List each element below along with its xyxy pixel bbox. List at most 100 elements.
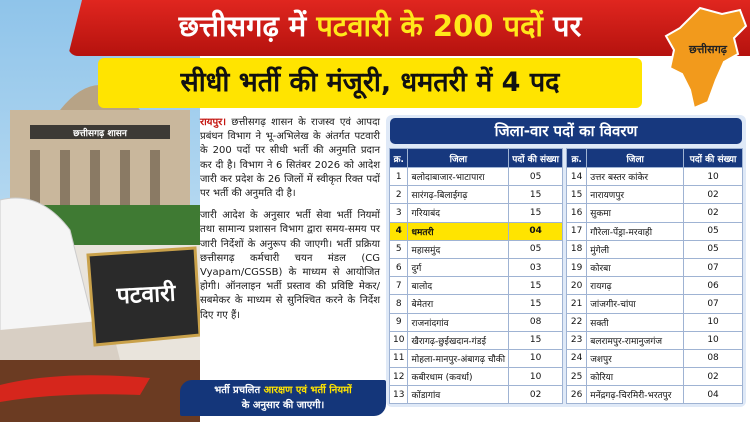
table-row: 6 दुर्ग 03: [388, 257, 563, 278]
district-cell: दुर्ग: [407, 257, 510, 278]
posts-cell: 15: [508, 276, 563, 296]
posts-cell: 15: [508, 294, 563, 314]
table-row: 14 उत्तर बस्तर कांकेर 10: [565, 166, 743, 187]
nameplate: पटवारी: [116, 280, 177, 310]
serial-cell: 5: [388, 239, 409, 259]
district-cell: मनेंद्रगढ़-चिरमिरी-भरतपुर: [586, 385, 685, 405]
state-map: [664, 6, 748, 110]
district-table: क्र. जिला पदों की संख्या 1 बलोदाबाजार-भाटापा…: [388, 148, 563, 405]
table-title: जिला-वार पदों का विवरण: [390, 118, 742, 144]
serial-cell: 16: [565, 203, 588, 223]
table-row: 25 कोरिया 02: [565, 367, 743, 387]
note-part: भर्ती प्रचलित: [214, 385, 261, 396]
table-row: 11 मोहला-मानपुर-अंबागढ़ चौकी 10: [388, 348, 563, 369]
headline-part: छत्तीसगढ़ में: [178, 9, 307, 43]
district-cell: जशपुर: [586, 348, 685, 369]
district-cell: सुकमा: [586, 203, 685, 223]
column-header: जिला: [407, 148, 510, 168]
posts-cell: 04: [683, 385, 743, 405]
serial-cell: 2: [388, 185, 409, 205]
serial-cell: 6: [388, 257, 409, 278]
serial-cell: 26: [565, 385, 588, 405]
column-header: पदों की संख्या: [683, 148, 743, 168]
serial-cell: 8: [388, 294, 409, 314]
district-table: क्र. जिला पदों की संख्या 14 उत्तर बस्तर कांक…: [565, 148, 743, 405]
table-row: 17 गौरेला-पेंड्रा-मरवाही 05: [565, 221, 743, 241]
posts-cell: 05: [683, 239, 743, 259]
table-head: क्र. जिला पदों की संख्या: [388, 148, 563, 168]
paragraph-text: जारी आदेश के अनुसार भर्ती सेवा भर्ती निय…: [200, 210, 380, 321]
posts-cell: 05: [508, 239, 563, 259]
district-cell: सारंगढ़-बिलाईगढ़: [407, 185, 510, 205]
note-part: के अनुसार की जाएगी।: [241, 400, 325, 411]
serial-cell: 4: [388, 221, 409, 241]
table-row: 20 रायगढ़ 06: [565, 276, 743, 296]
posts-cell: 08: [683, 348, 743, 369]
table-row: 18 मुंगेली 05: [565, 239, 743, 259]
posts-cell: 06: [683, 276, 743, 296]
serial-cell: 20: [565, 276, 588, 296]
map-label: छत्तीसगढ़: [689, 43, 727, 56]
table-row: 23 बलरामपुर-रामानुजगंज 10: [565, 330, 743, 350]
article: रायपुर। छत्तीसगढ़ शासन के राजस्व एवं आपद…: [200, 116, 380, 331]
table-body: 1 बलोदाबाजार-भाटापारा 05 2 सारंगढ़-बिलाईगढ़ 1…: [388, 166, 563, 405]
district-cell: कोंडागांव: [407, 385, 510, 405]
serial-cell: 18: [565, 239, 588, 259]
serial-cell: 24: [565, 348, 588, 369]
district-cell: नारायणपुर: [586, 185, 685, 205]
serial-cell: 3: [388, 203, 409, 223]
district-cell: मुंगेली: [586, 239, 685, 259]
posts-cell: 03: [508, 257, 563, 278]
serial-cell: 25: [565, 367, 588, 387]
serial-cell: 23: [565, 330, 588, 350]
paragraph: जारी आदेश के अनुसार भर्ती सेवा भर्ती निय…: [200, 209, 380, 323]
district-cell: बलरामपुर-रामानुजगंज: [586, 330, 685, 350]
dateline: रायपुर।: [200, 117, 227, 128]
serial-cell: 11: [388, 348, 409, 369]
serial-cell: 19: [565, 257, 588, 278]
serial-cell: 15: [565, 185, 588, 205]
paragraph: रायपुर। छत्तीसगढ़ शासन के राजस्व एवं आपद…: [200, 116, 380, 201]
table-body: 14 उत्तर बस्तर कांकेर 10 15 नारायणपुर 02 16 सुक…: [565, 166, 743, 405]
table-row: 19 कोरबा 07: [565, 257, 743, 278]
district-cell: महासमुंद: [407, 239, 510, 259]
posts-cell: 02: [683, 185, 743, 205]
district-cell: गरियाबंद: [407, 203, 510, 223]
headline-highlight: पटवारी के 200 पदों: [316, 9, 543, 43]
table-row: 24 जशपुर 08: [565, 348, 743, 369]
serial-cell: 9: [388, 312, 409, 332]
district-cell: जांजगीर-चांपा: [586, 294, 685, 314]
posts-cell: 10: [683, 330, 743, 350]
paragraph-text: छत्तीसगढ़ शासन के राजस्व एवं आपदा प्रबंध…: [200, 117, 380, 200]
note-banner: भर्ती प्रचलित आरक्षण एवं भर्ती नियमों के …: [180, 380, 386, 416]
serial-cell: 14: [565, 166, 588, 187]
serial-cell: 7: [388, 276, 409, 296]
table-row: 3 गरियाबंद 15: [388, 203, 563, 223]
table-row: 15 नारायणपुर 02: [565, 185, 743, 205]
table-row: 4 धमतरी 04: [388, 221, 563, 241]
posts-cell: 02: [683, 203, 743, 223]
table-row: 16 सुकमा 02: [565, 203, 743, 223]
table-row: 1 बलोदाबाजार-भाटापारा 05: [388, 166, 563, 187]
table-row: 21 जांजगीर-चांपा 07: [565, 294, 743, 314]
district-cell: कबीरधाम (कवर्धा): [407, 367, 510, 387]
posts-cell: 07: [683, 257, 743, 278]
table-row: 10 खैरागढ़-छुईखदान-गंडई 15: [388, 330, 563, 350]
posts-cell: 15: [508, 330, 563, 350]
column-header: क्र.: [388, 148, 409, 168]
posts-cell: 07: [683, 294, 743, 314]
district-cell: धमतरी: [407, 221, 510, 241]
headline-part: पर: [553, 9, 582, 43]
posts-cell: 10: [508, 348, 563, 369]
building-sign: छत्तीसगढ़ शासन: [73, 129, 127, 139]
headline: छत्तीसगढ़ में पटवारी के 200 पदों पर: [100, 6, 660, 45]
posts-cell: 10: [683, 166, 743, 187]
table-row: 12 कबीरधाम (कवर्धा) 10: [388, 367, 563, 387]
posts-cell: 05: [508, 166, 563, 187]
district-cell: उत्तर बस्तर कांकेर: [586, 166, 685, 187]
serial-cell: 21: [565, 294, 588, 314]
subheadline: सीधी भर्ती की मंजूरी, धमतरी में 4 पद: [98, 58, 642, 108]
serial-cell: 22: [565, 312, 588, 332]
table-row: 13 कोंडागांव 02: [388, 385, 563, 405]
